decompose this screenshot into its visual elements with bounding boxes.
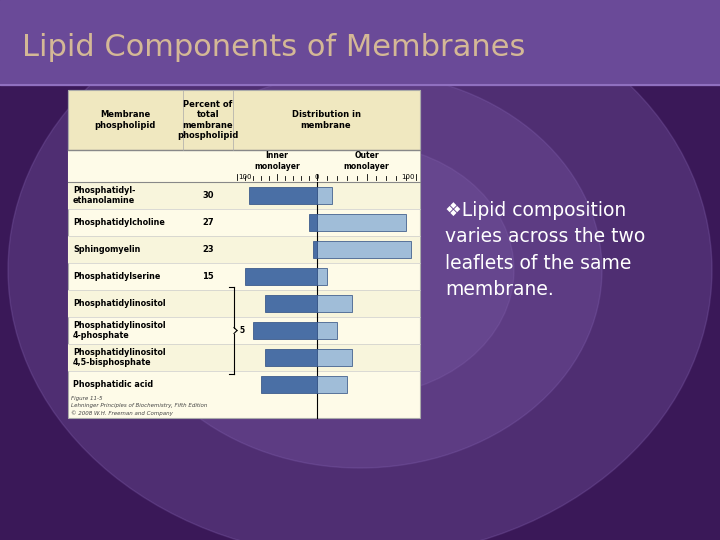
Text: 15: 15 — [202, 272, 214, 281]
Text: Membrane
phospholipid: Membrane phospholipid — [94, 110, 156, 130]
Text: ❖Lipid composition
varies across the two
leaflets of the same
membrane.: ❖Lipid composition varies across the two… — [445, 201, 645, 299]
Bar — [265, 295, 317, 312]
Bar — [265, 349, 317, 366]
Bar — [261, 376, 317, 393]
Text: 27: 27 — [202, 218, 214, 227]
Text: 100: 100 — [401, 174, 415, 180]
Text: 0: 0 — [315, 174, 319, 180]
Bar — [245, 268, 317, 285]
Text: 23: 23 — [202, 245, 214, 254]
Text: Phosphatidylserine: Phosphatidylserine — [73, 272, 161, 281]
Bar — [0, 0, 720, 85]
Ellipse shape — [206, 144, 514, 396]
Text: Phosphatidyl-
ethanolamine: Phosphatidyl- ethanolamine — [73, 186, 135, 205]
Bar — [68, 236, 420, 263]
Bar — [317, 349, 351, 366]
Text: Phosphatidylinositol
4-phosphate: Phosphatidylinositol 4-phosphate — [73, 321, 166, 340]
Bar — [68, 290, 420, 317]
Bar — [68, 150, 420, 182]
Text: Lipid Components of Membranes: Lipid Components of Membranes — [22, 33, 526, 63]
Text: Percent of
total
membrane
phospholipid: Percent of total membrane phospholipid — [177, 100, 239, 140]
Bar — [317, 241, 411, 258]
Text: Sphingomyelin: Sphingomyelin — [73, 245, 140, 254]
Text: 100: 100 — [238, 174, 252, 180]
Text: Distribution in
membrane: Distribution in membrane — [292, 110, 361, 130]
Text: Phosphatidylcholine: Phosphatidylcholine — [73, 218, 165, 227]
Bar — [68, 90, 420, 150]
Text: Outer
monolayer: Outer monolayer — [343, 152, 390, 171]
Bar — [68, 90, 420, 418]
Text: Phosphatidylinositol: Phosphatidylinositol — [73, 299, 166, 308]
Bar — [253, 322, 317, 339]
Bar — [317, 376, 347, 393]
Bar — [317, 322, 337, 339]
Bar — [68, 182, 420, 209]
Text: Figure 11-5
Lehninger Principles of Biochemistry, Fifth Edition
© 2008 W.H. Free: Figure 11-5 Lehninger Principles of Bioc… — [71, 396, 207, 416]
Text: Phosphatidic acid: Phosphatidic acid — [73, 380, 153, 389]
Text: Inner
monolayer: Inner monolayer — [254, 152, 300, 171]
Bar — [309, 214, 317, 231]
Bar — [313, 241, 317, 258]
Text: 5: 5 — [239, 326, 244, 335]
Ellipse shape — [8, 0, 712, 540]
Text: 30: 30 — [202, 191, 214, 200]
Bar — [317, 214, 406, 231]
Ellipse shape — [118, 72, 602, 468]
Bar — [249, 187, 317, 204]
Bar — [317, 187, 332, 204]
Text: Phosphatidylinositol
4,5-bisphosphate: Phosphatidylinositol 4,5-bisphosphate — [73, 348, 166, 367]
Bar — [317, 268, 327, 285]
Bar — [317, 295, 351, 312]
Bar — [68, 344, 420, 371]
